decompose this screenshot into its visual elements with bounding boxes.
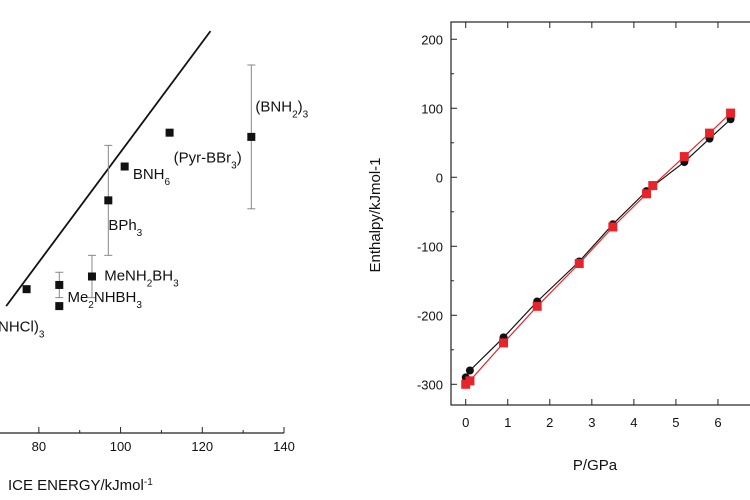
left-data-point bbox=[22, 285, 31, 294]
right-y-axis-title: Enthalpy/kJmol-1 bbox=[367, 157, 384, 272]
left-data-point bbox=[55, 302, 64, 311]
right-series-2-point bbox=[532, 301, 542, 311]
right-series-2-point bbox=[608, 222, 618, 232]
left-annotations: (BNH2)3(Pyr-BBr3)BNH6BPh3MeNH2BH3Me2NHBH… bbox=[0, 99, 309, 340]
right-x-tick-label: 1 bbox=[504, 415, 511, 430]
label-subscript: 3 bbox=[303, 109, 309, 120]
label-text: NHCl) bbox=[0, 318, 39, 335]
left-x-tick-label: 80 bbox=[32, 439, 46, 454]
left-point-label: BPh3 bbox=[108, 217, 142, 239]
left-point-label: MeNH2BH3 bbox=[104, 268, 179, 290]
label-subscript: 6 bbox=[165, 177, 171, 188]
right-series bbox=[461, 108, 736, 389]
left-point-label: BNH6 bbox=[133, 166, 171, 188]
right-series-2-point bbox=[499, 338, 509, 348]
left-data-point bbox=[104, 196, 113, 205]
left-plot-frame bbox=[0, 427, 285, 434]
left-point-label: NHCl)3 bbox=[0, 318, 45, 340]
right-x-tick-label: 3 bbox=[588, 415, 595, 430]
left-x-tick-label: 120 bbox=[191, 439, 213, 454]
right-series-2-point bbox=[726, 108, 736, 118]
right-plot-frame bbox=[450, 21, 750, 406]
left-data-point bbox=[120, 162, 129, 171]
left-x-tick-label: 100 bbox=[110, 439, 132, 454]
left-x-ticks: 80 100 120 140 bbox=[32, 427, 295, 454]
right-y-tick-label: -200 bbox=[417, 308, 443, 323]
right-series-2-point bbox=[465, 376, 475, 386]
label-text: Me bbox=[67, 289, 88, 306]
label-subscript: 2 bbox=[147, 278, 153, 289]
right-series-2-point bbox=[641, 189, 651, 199]
right-y-tick-label: -300 bbox=[417, 377, 443, 392]
left-x-tick-label: 140 bbox=[273, 439, 295, 454]
label-text: BPh bbox=[108, 217, 136, 234]
right-series-2-point bbox=[705, 128, 715, 138]
right-y-tick-label: 100 bbox=[421, 101, 443, 116]
right-chart: 0 1 2 3 4 5 6 -300 -200 -100 0 100 200 P/GPa Enthalp… bbox=[367, 21, 750, 474]
left-x-axis-title: ICE ENERGY/kJmol-1 bbox=[8, 477, 153, 495]
left-data-point bbox=[55, 280, 64, 289]
left-point-label: (Pyr-BBr3) bbox=[174, 149, 242, 171]
right-x-tick-label: 6 bbox=[714, 415, 721, 430]
right-x-tick-label: 0 bbox=[462, 415, 469, 430]
label-text: ) bbox=[298, 99, 303, 116]
left-data-points bbox=[22, 64, 256, 311]
right-y-tick-label: 0 bbox=[436, 170, 443, 185]
right-series-2-point bbox=[679, 152, 689, 162]
label-subscript: 3 bbox=[173, 278, 179, 289]
right-y-tick-label: -100 bbox=[417, 239, 443, 254]
label-subscript: 3 bbox=[231, 160, 237, 171]
label-text: (BNH bbox=[255, 99, 292, 116]
right-x-tick-label: 2 bbox=[546, 415, 553, 430]
right-x-tick-label: 4 bbox=[630, 415, 637, 430]
label-subscript: 3 bbox=[136, 299, 142, 310]
right-x-tick-label: 5 bbox=[672, 415, 679, 430]
left-data-point bbox=[247, 132, 256, 141]
label-subscript: 3 bbox=[39, 329, 45, 340]
right-x-axis-title: P/GPa bbox=[573, 457, 618, 474]
right-series-2-point bbox=[574, 259, 584, 269]
label-subscript: 2 bbox=[88, 299, 94, 310]
label-subscript: 3 bbox=[137, 227, 143, 238]
label-text: BNH bbox=[133, 166, 165, 183]
left-chart: 80 100 120 140 (BNH2)3(Pyr-BBr3)BNH6BPh3MeN… bbox=[0, 30, 309, 495]
left-point-label: Me2NHBH3 bbox=[67, 289, 142, 311]
left-point-label: (BNH2)3 bbox=[255, 99, 308, 121]
right-series-1-point bbox=[465, 366, 474, 375]
label-text: (Pyr-BBr bbox=[174, 149, 232, 166]
label-text: ) bbox=[237, 149, 242, 166]
label-subscript: 2 bbox=[292, 109, 298, 120]
label-text: BH bbox=[152, 268, 173, 285]
right-series-2-point bbox=[648, 181, 658, 191]
left-data-point bbox=[87, 272, 96, 281]
label-text: MeNH bbox=[104, 268, 147, 285]
right-axis-ticks: 0 1 2 3 4 5 6 -300 -200 -100 0 100 200 bbox=[417, 22, 722, 430]
right-plot-border bbox=[450, 21, 750, 406]
left-data-point bbox=[165, 128, 174, 137]
label-text: NHBH bbox=[94, 289, 137, 306]
right-y-tick-label: 200 bbox=[421, 32, 443, 47]
